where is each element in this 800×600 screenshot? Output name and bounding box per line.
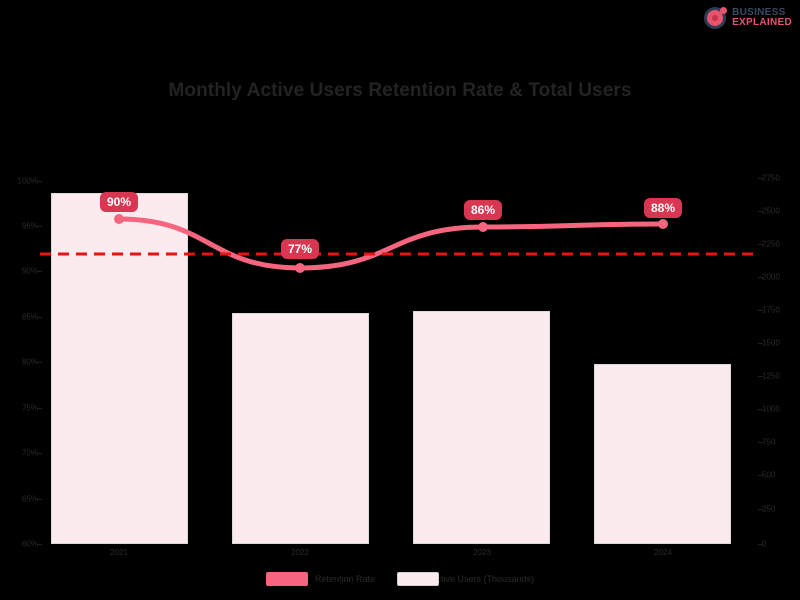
legend-swatch-bar: [396, 572, 439, 586]
bar-2021[interactable]: [51, 193, 188, 544]
line-marker-2024[interactable]: [658, 219, 668, 229]
legend-item-2[interactable]: Monthly Active Users (Thousands): [396, 572, 535, 586]
legend-label: Monthly Active Users (Thousands): [396, 574, 535, 584]
tick-mark: [758, 310, 763, 311]
left-axis-tick-label: 100%: [17, 176, 38, 186]
right-axis-tick-label: 2250: [762, 239, 780, 249]
logo-line2: EXPLAINED: [732, 17, 792, 28]
left-axis-tick-label: 65%: [21, 494, 38, 504]
right-axis-tick-label: 1750: [762, 305, 780, 315]
tick-mark: [37, 408, 42, 409]
left-axis-tick-label: 60%: [21, 539, 38, 549]
left-axis-tick-label: 90%: [21, 266, 38, 276]
tick-mark: [37, 181, 42, 182]
y-axis-right: 2750 2500 2250 2000 1750 1500 1250 1000 750 500 25…: [758, 174, 800, 549]
bar-2023[interactable]: [413, 311, 550, 544]
left-axis-tick-label: 95%: [21, 221, 38, 231]
tick-mark: [37, 544, 42, 545]
retention-rate-line: [116, 216, 666, 271]
right-axis-tick-label: 250: [762, 504, 776, 514]
tick-mark: [758, 277, 763, 278]
legend-item-1[interactable]: Retention Rate: [265, 572, 375, 586]
tick-mark: [758, 442, 763, 443]
data-label-2023: 86%: [463, 200, 503, 220]
tick-mark: [758, 178, 763, 179]
tick-mark: [758, 544, 763, 545]
chart-title: Monthly Active Users Retention Rate & To…: [168, 80, 632, 101]
left-axis-tick-label: 70%: [21, 448, 38, 458]
tick-mark: [758, 409, 763, 410]
right-axis-tick-label: 1500: [762, 338, 780, 348]
x-axis-label-2024: 2024: [654, 548, 672, 557]
tick-mark: [758, 343, 763, 344]
legend-label: Retention Rate: [314, 574, 375, 584]
line-marker-2022[interactable]: [295, 263, 305, 273]
right-axis-tick-label: 500: [762, 470, 776, 480]
data-label-2022: 77%: [280, 239, 320, 259]
right-axis-tick-label: 2000: [762, 272, 780, 282]
right-axis-tick-label: 1250: [762, 371, 780, 381]
x-axis-label-2023: 2023: [473, 548, 491, 557]
data-label-2024: 88%: [643, 198, 683, 218]
tick-mark: [37, 362, 42, 363]
tick-mark: [758, 475, 763, 476]
line-marker-2023[interactable]: [478, 222, 488, 232]
tick-mark: [758, 509, 763, 510]
right-axis-tick-label: 750: [762, 437, 776, 447]
tick-mark: [37, 226, 42, 227]
x-axis-label-2021: 2021: [110, 548, 128, 557]
legend-swatch-line: [265, 572, 308, 586]
flower-circle-icon: [703, 6, 728, 30]
tick-mark: [37, 271, 42, 272]
tick-mark: [37, 317, 42, 318]
chart-legend: Retention Rate Monthly Active Users (Thou…: [0, 572, 800, 586]
tick-mark: [758, 211, 763, 212]
bar-2024[interactable]: [594, 364, 731, 544]
tick-mark: [758, 376, 763, 377]
y-axis-left: 100% 95% 90% 85% 80% 75% 70% 65% 60%: [0, 176, 42, 549]
bar-2022[interactable]: [232, 313, 369, 544]
tick-mark: [37, 499, 42, 500]
logo-line1: BUSINESS: [732, 6, 786, 18]
right-axis-tick-label: 2750: [762, 173, 780, 183]
right-axis-tick-label: 1000: [762, 404, 780, 414]
left-axis-tick-label: 85%: [21, 312, 38, 322]
right-axis-tick-label: 2500: [762, 206, 780, 216]
brand-logo: BUSINESS EXPLAINED: [703, 6, 792, 30]
left-axis-tick-label: 75%: [21, 403, 38, 413]
left-axis-tick-label: 80%: [21, 357, 38, 367]
logo-wordmark: BUSINESS EXPLAINED: [732, 6, 792, 28]
tick-mark: [37, 453, 42, 454]
data-label-2021: 90%: [99, 192, 139, 212]
x-axis-label-2022: 2022: [291, 548, 309, 557]
tick-mark: [758, 244, 763, 245]
right-axis-tick-label: 0: [762, 539, 767, 549]
